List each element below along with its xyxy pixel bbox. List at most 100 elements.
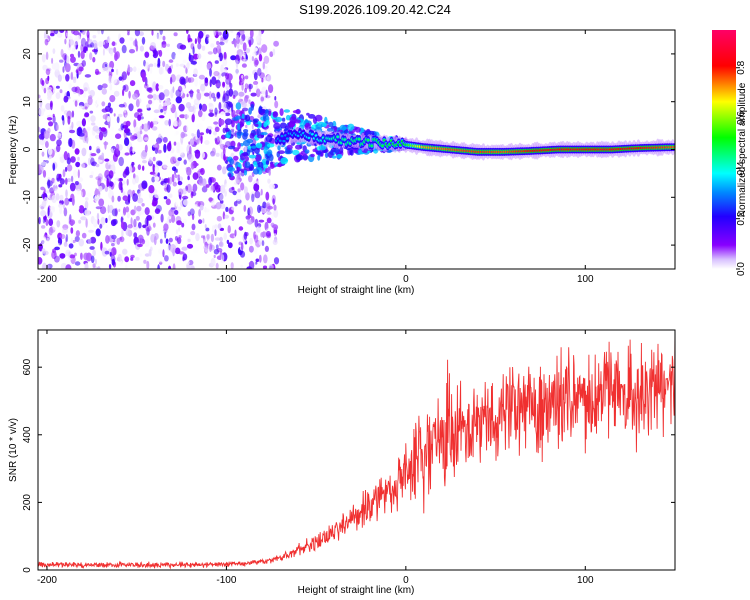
noise-blob (145, 62, 150, 70)
noise-blob (246, 219, 253, 225)
noise-blob (125, 206, 130, 213)
noise-blob (74, 181, 79, 186)
transition-blob (248, 107, 253, 115)
spectrogram-x-ticks: -200 -100 0 100 (37, 30, 594, 285)
noise-blob (117, 195, 121, 202)
ridge-core (357, 137, 361, 141)
noise-blob (153, 235, 157, 246)
noise-blob (272, 48, 276, 56)
noise-blob (75, 128, 78, 134)
noise-blob (74, 148, 80, 155)
transition-blob (318, 145, 327, 151)
noise-blob (130, 257, 134, 261)
noise-blob (83, 102, 90, 109)
spectrogram-y-tick-label: 0 (22, 146, 33, 152)
noise-blob (84, 200, 89, 210)
noise-blob (121, 229, 124, 238)
noise-blob (138, 184, 141, 189)
noise-blob (193, 98, 200, 106)
noise-blob (141, 71, 147, 79)
noise-blob (42, 262, 47, 269)
noise-blob (156, 137, 162, 144)
noise-blob (125, 264, 128, 269)
noise-blob (180, 152, 186, 158)
noise-blob (65, 234, 69, 242)
noise-blob (243, 204, 247, 212)
transition-blob (292, 149, 300, 156)
noise-blob (63, 151, 68, 161)
noise-blob (203, 208, 210, 213)
noise-blob (182, 199, 189, 206)
noise-blob (57, 237, 63, 246)
noise-blob (256, 225, 261, 234)
noise-blob (273, 40, 279, 47)
noise-blob (70, 227, 74, 234)
noise-blob (208, 129, 212, 135)
noise-blob (130, 217, 133, 226)
noise-blob (108, 264, 112, 269)
noise-blob (271, 212, 274, 221)
noise-blob (197, 53, 202, 60)
noise-blob (191, 223, 196, 231)
noise-blob (75, 35, 81, 40)
noise-blob (169, 251, 173, 260)
noise-blob (185, 167, 192, 173)
noise-blob (187, 153, 194, 163)
noise-blob (143, 83, 149, 89)
noise-blob (225, 81, 229, 91)
noise-blob (47, 207, 50, 217)
noise-blob (94, 258, 97, 265)
noise-blob (238, 91, 245, 97)
noise-blob (113, 113, 116, 117)
noise-blob (38, 257, 43, 265)
noise-blob (199, 103, 202, 111)
noise-blob (242, 42, 247, 52)
noise-blob (194, 77, 199, 87)
ridge-core (336, 135, 340, 138)
noise-blob (116, 116, 120, 124)
noise-blob (40, 236, 47, 244)
noise-blob (133, 126, 139, 133)
noise-blob (268, 264, 274, 269)
noise-blob (248, 39, 252, 48)
noise-blob (232, 95, 236, 99)
noise-blob (155, 83, 160, 92)
noise-blob (261, 86, 267, 96)
noise-blob (216, 40, 220, 46)
noise-blob (160, 213, 164, 223)
noise-blob (172, 263, 176, 269)
noise-blob (210, 257, 216, 267)
noise-blob (111, 195, 115, 203)
transition-blob (277, 150, 285, 155)
transition-blob (308, 114, 316, 119)
noise-blob (125, 120, 131, 127)
noise-blob (138, 222, 142, 229)
transition-blob (273, 122, 281, 130)
noise-blob (214, 237, 221, 241)
noise-blob (64, 197, 70, 206)
noise-blob (109, 95, 116, 103)
noise-blob (51, 62, 56, 70)
noise-blob (158, 92, 165, 101)
noise-blob (69, 204, 73, 209)
noise-blob (244, 145, 247, 153)
noise-blob (45, 77, 49, 85)
noise-blob (223, 145, 228, 148)
noise-blob (263, 55, 270, 64)
noise-blob (38, 216, 41, 225)
noise-blob (110, 76, 118, 85)
noise-blob (174, 111, 178, 119)
noise-blob (239, 51, 243, 60)
noise-blob (59, 89, 63, 94)
transition-blob (336, 153, 343, 159)
noise-blob (153, 117, 158, 125)
spectrogram-xlabel: Height of straight line (km) (298, 285, 415, 296)
noise-blob (122, 85, 127, 91)
noise-blob (73, 79, 77, 83)
noise-blob (266, 217, 272, 224)
noise-blob (134, 38, 138, 47)
snr-y-tick-label: 0 (22, 567, 33, 573)
noise-blob (232, 102, 235, 107)
transition-blob (283, 109, 290, 113)
noise-blob (213, 70, 220, 77)
